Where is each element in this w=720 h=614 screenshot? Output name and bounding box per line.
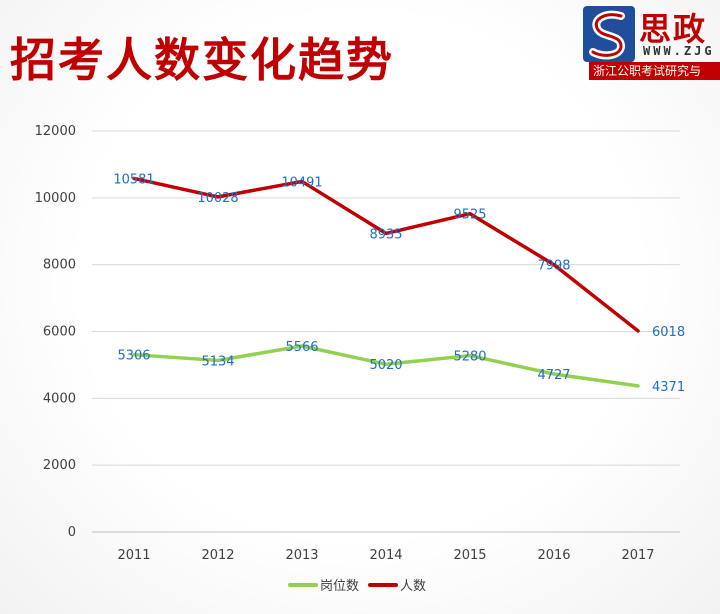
data-label: 6018 <box>652 325 685 340</box>
data-label: 8935 <box>369 227 402 242</box>
data-label: 4727 <box>537 368 570 383</box>
data-label: 4371 <box>652 380 685 395</box>
data-point <box>216 195 220 199</box>
data-point <box>468 212 472 216</box>
y-tick-label: 2000 <box>43 458 76 473</box>
data-point <box>300 344 304 348</box>
data-label: 10491 <box>281 175 322 190</box>
y-tick-label: 6000 <box>43 325 76 340</box>
data-label: 10028 <box>197 191 238 206</box>
x-tick-label: 2016 <box>537 548 570 563</box>
x-tick-label: 2015 <box>453 548 486 563</box>
data-point <box>216 358 220 362</box>
logo-url: WWW.ZJG <box>643 44 715 58</box>
data-label: 5566 <box>285 340 318 355</box>
data-point <box>552 372 556 376</box>
data-label: 10581 <box>113 172 154 187</box>
data-point <box>300 179 304 183</box>
logo-s-mark-icon <box>583 6 635 62</box>
x-tick-label: 2011 <box>117 548 150 563</box>
y-tick-label: 12000 <box>35 124 76 139</box>
data-label: 5020 <box>369 358 402 373</box>
data-point <box>132 176 136 180</box>
y-tick-label: 10000 <box>35 191 76 206</box>
logo-tagline: 浙江公职考试研究与 <box>589 62 720 80</box>
y-tick-label: 4000 <box>43 391 76 406</box>
data-point <box>384 231 388 235</box>
data-point <box>132 353 136 357</box>
data-point <box>552 263 556 267</box>
data-point <box>384 362 388 366</box>
logo: 思政 WWW.ZJG 浙江公职考试研究与 <box>583 4 720 82</box>
data-label: 7998 <box>537 259 570 274</box>
logo-brand: 思政 <box>639 10 708 48</box>
data-point <box>636 384 640 388</box>
data-label: 5280 <box>453 350 486 365</box>
data-label: 5134 <box>201 354 234 369</box>
legend-label: 岗位数 <box>320 579 359 594</box>
data-label: 9525 <box>453 208 486 223</box>
y-tick-label: 0 <box>68 525 76 540</box>
data-point <box>468 354 472 358</box>
legend-label: 人数 <box>400 579 426 594</box>
x-tick-label: 2017 <box>621 548 654 563</box>
y-tick-label: 8000 <box>43 258 76 273</box>
x-tick-label: 2014 <box>369 548 402 563</box>
data-point <box>636 329 640 333</box>
page-title: 招考人数变化趋势 <box>10 33 394 87</box>
x-tick-label: 2013 <box>285 548 318 563</box>
data-label: 5306 <box>117 349 150 364</box>
x-tick-label: 2012 <box>201 548 234 563</box>
